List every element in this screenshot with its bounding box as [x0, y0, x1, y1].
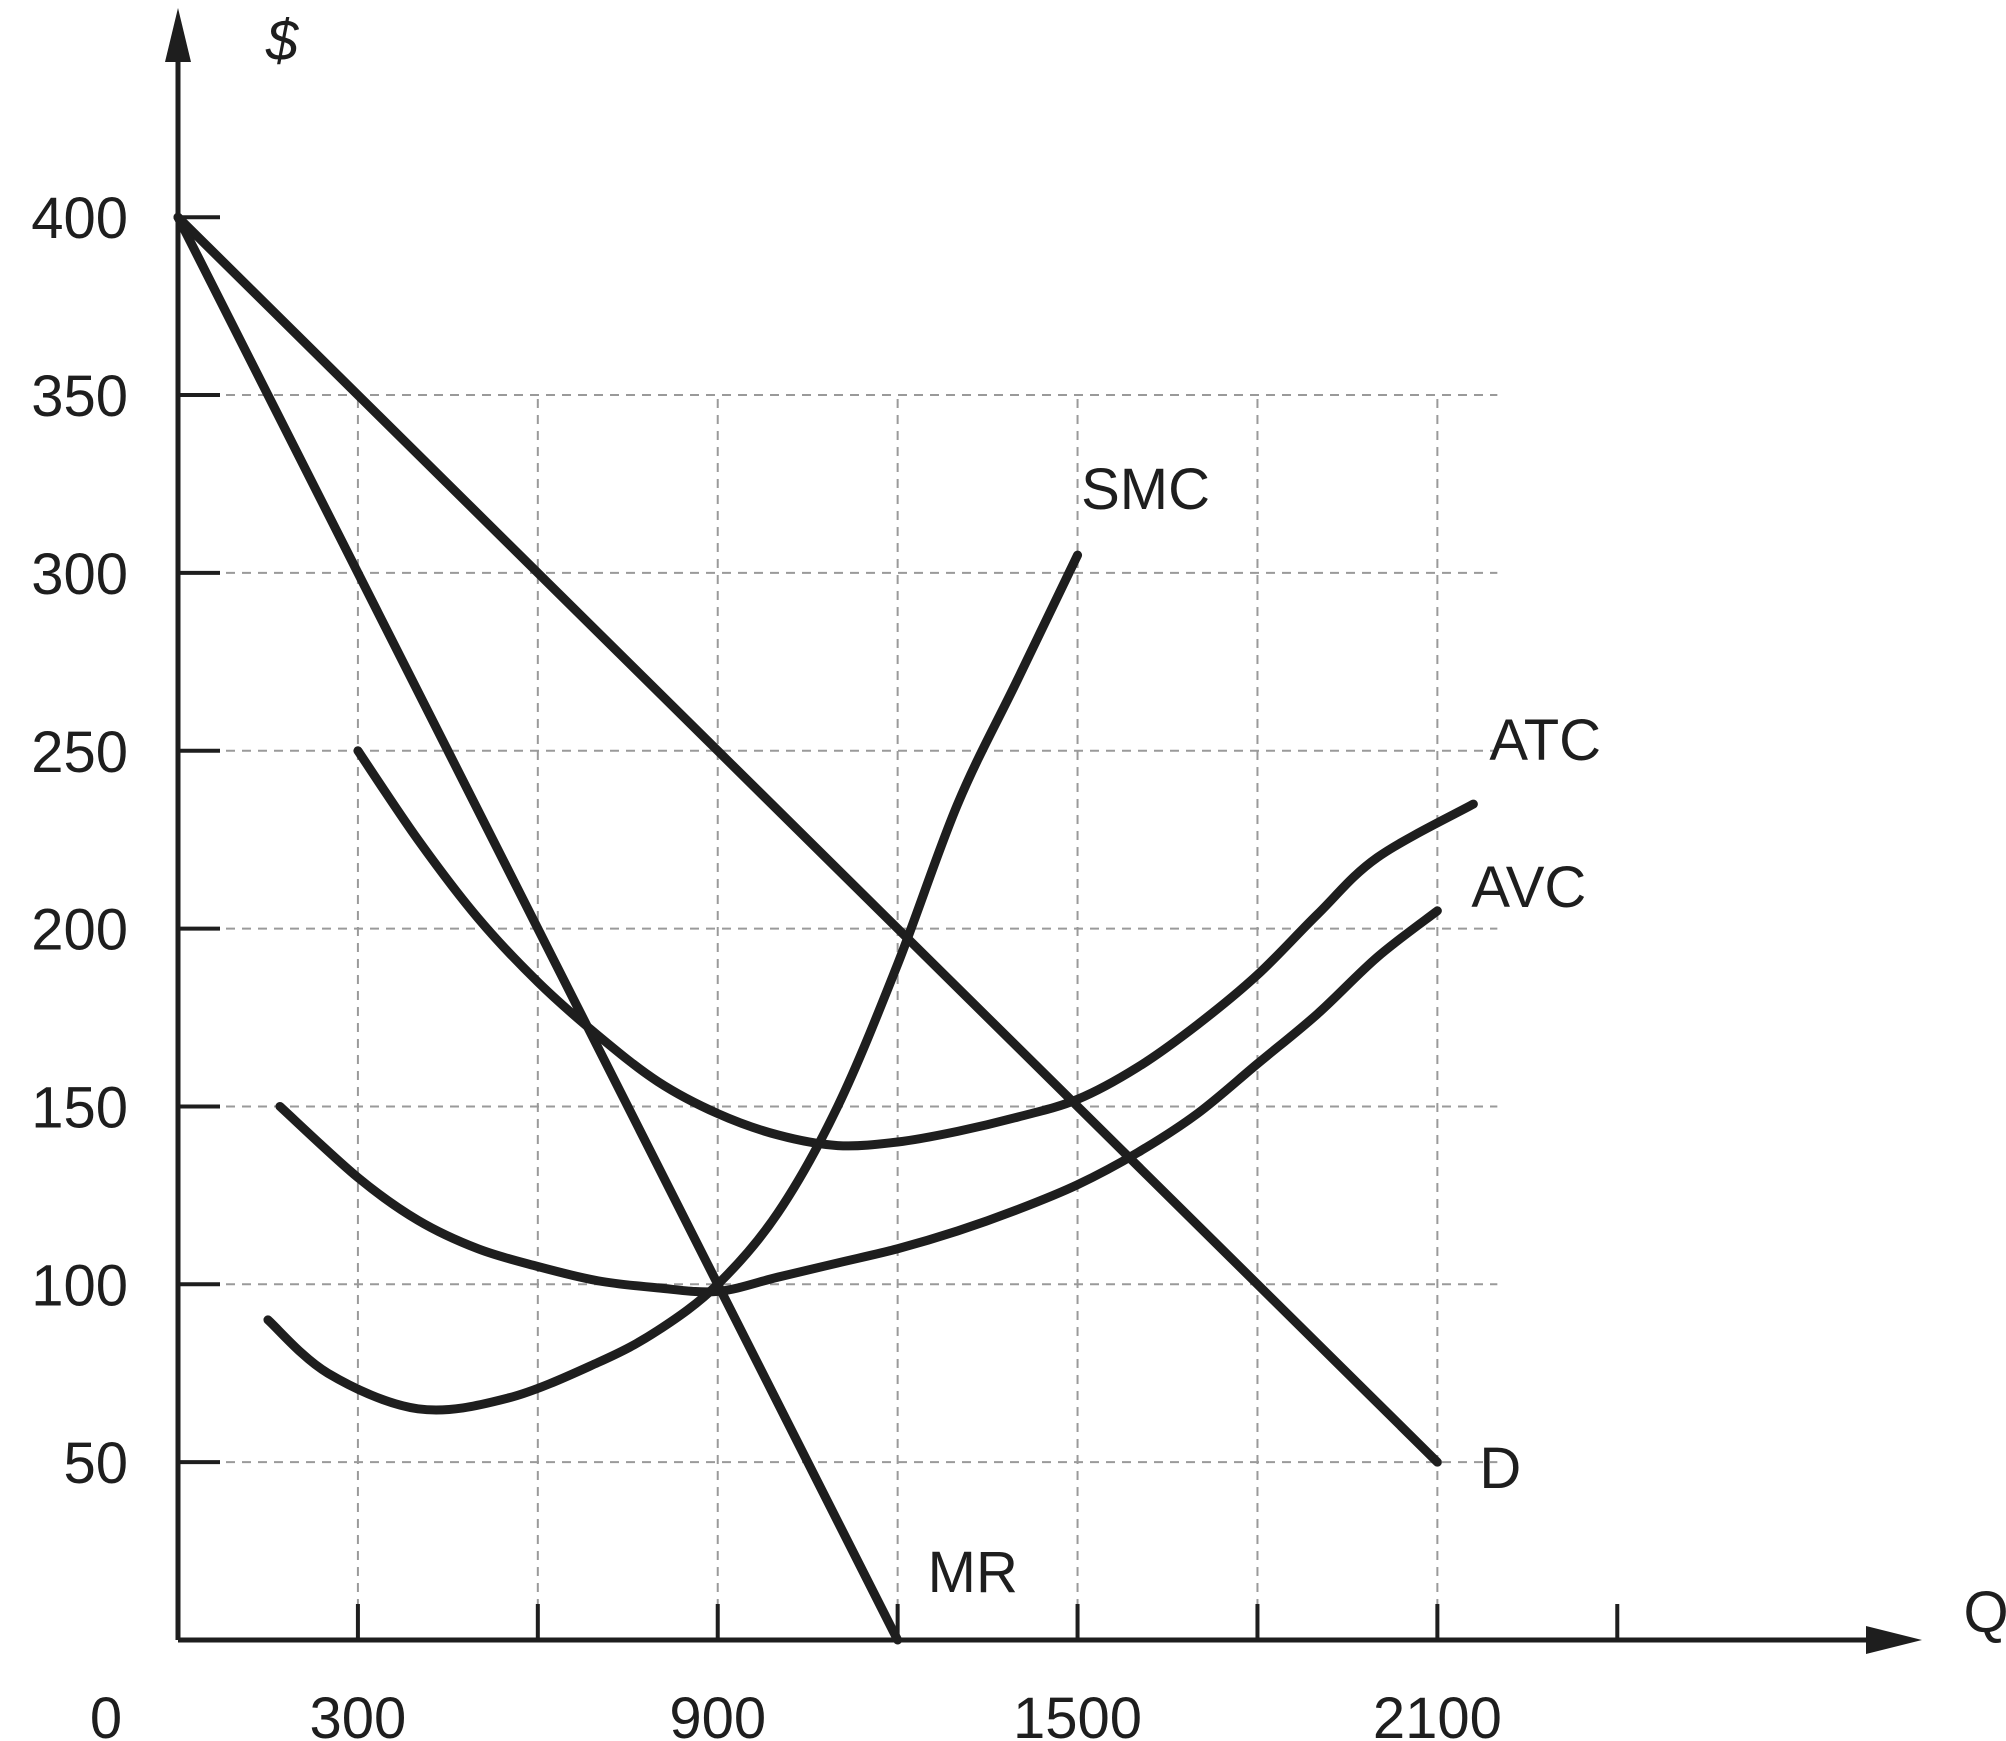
x-tick-label: 900 [669, 1686, 766, 1741]
gridlines [178, 394, 1498, 1640]
tick-labels: 300 900 1500 2100 50 100 150 200 250 300 350 400 [31, 186, 1502, 1741]
mr-curve [173, 212, 903, 1645]
curves [173, 212, 1478, 1645]
x-tick-label: 300 [310, 1686, 407, 1741]
d-curve [173, 212, 1442, 1467]
y-tick-label: 200 [31, 898, 128, 963]
axes [165, 8, 1922, 1654]
x-tick-label: 2100 [1373, 1686, 1502, 1741]
d-label: D [1479, 1436, 1521, 1501]
y-tick-label: 50 [63, 1431, 128, 1496]
x-axis-arrowhead [1866, 1626, 1922, 1654]
atc-label: ATC [1489, 708, 1601, 773]
mr-label: MR [928, 1540, 1018, 1605]
y-tick-label: 250 [31, 720, 128, 785]
y-tick-label: 400 [31, 186, 128, 251]
curve-labels: D MR SMC ATC AVC [928, 457, 1601, 1605]
origin-label: 0 [90, 1686, 122, 1741]
atc-curve [353, 746, 1478, 1151]
y-axis-arrowhead [165, 8, 191, 62]
smc-label: SMC [1081, 457, 1210, 522]
y-tick-label: 100 [31, 1253, 128, 1318]
y-tick-label: 150 [31, 1075, 128, 1140]
smc-curve [263, 550, 1083, 1415]
x-axis-title: Q [1963, 1580, 2006, 1645]
y-tick-label: 350 [31, 364, 128, 429]
y-tick-label: 300 [31, 542, 128, 607]
avc-curve [275, 906, 1442, 1297]
y-axis-title: $ [265, 8, 300, 73]
avc-label: AVC [1471, 855, 1586, 920]
x-tick-label: 1500 [1013, 1686, 1142, 1741]
